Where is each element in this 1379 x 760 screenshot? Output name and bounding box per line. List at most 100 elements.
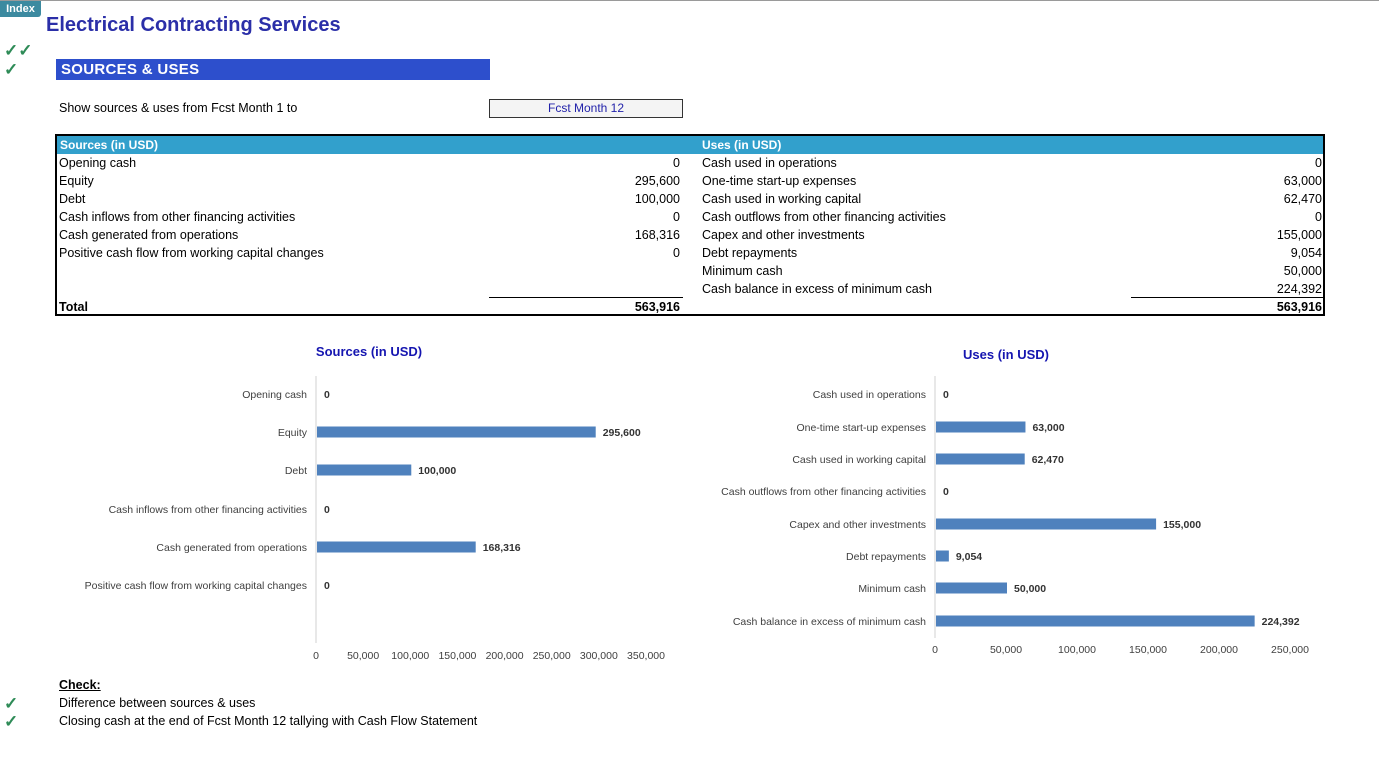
data-bar [317, 464, 412, 476]
use-label: Debt repayments [702, 246, 798, 260]
x-tick-label: 300,000 [580, 650, 618, 662]
category-label: Cash used in operations [813, 389, 926, 401]
data-bar [936, 453, 1025, 465]
double-check-icon: ✓✓ [4, 41, 33, 60]
data-label: 0 [324, 504, 330, 516]
x-tick-label: 150,000 [438, 650, 476, 662]
use-label: Cash outflows from other financing activ… [702, 210, 946, 224]
sources-header: Sources (in USD) [60, 138, 159, 152]
data-label: 62,470 [1032, 454, 1064, 466]
data-bar [936, 615, 1255, 627]
use-label: Cash balance in excess of minimum cash [702, 282, 932, 296]
x-tick-label: 250,000 [533, 650, 571, 662]
data-label: 9,054 [956, 551, 982, 563]
page-title: Electrical Contracting Services [46, 14, 341, 36]
use-label: Cash used in working capital [702, 192, 862, 206]
use-value: 224,392 [1276, 282, 1322, 296]
category-label: Cash inflows from other financing activi… [109, 504, 307, 516]
x-tick-label: 0 [932, 644, 938, 656]
use-value: 50,000 [1283, 264, 1322, 278]
period-label: Show sources & uses from Fcst Month 1 to [59, 101, 298, 115]
uses-total: 563,916 [1276, 300, 1322, 314]
category-label: Cash used in working capital [792, 454, 926, 466]
source-value: 295,600 [634, 174, 680, 188]
index-tab-button[interactable]: Index [0, 1, 41, 17]
x-tick-label: 50,000 [990, 644, 1022, 656]
data-label: 0 [943, 486, 949, 498]
check-item-label: Closing cash at the end of Fcst Month 12… [59, 714, 478, 728]
x-tick-label: 200,000 [1200, 644, 1238, 656]
data-bar [936, 518, 1157, 530]
table-header-row [57, 136, 1323, 154]
data-label: 0 [943, 389, 949, 401]
data-bar [317, 426, 596, 438]
sources-total: 563,916 [634, 300, 680, 314]
use-value: 62,470 [1283, 192, 1322, 206]
category-label: One-time start-up expenses [796, 422, 926, 434]
source-value: 0 [673, 246, 680, 260]
source-label: Debt [59, 192, 86, 206]
x-tick-label: 0 [313, 650, 319, 662]
source-value: 0 [673, 210, 680, 224]
category-label: Debt repayments [846, 551, 926, 563]
period-dropdown[interactable]: Fcst Month 12 [489, 99, 683, 118]
use-label: Cash used in operations [702, 156, 837, 170]
x-tick-label: 150,000 [1129, 644, 1167, 656]
x-tick-label: 350,000 [627, 650, 665, 662]
use-value: 63,000 [1283, 174, 1322, 188]
category-label: Positive cash flow from working capital … [85, 580, 307, 592]
data-label: 50,000 [1014, 583, 1046, 595]
category-label: Opening cash [242, 389, 307, 401]
total-label: Total [59, 300, 88, 314]
data-label: 224,392 [1262, 616, 1300, 628]
category-label: Cash outflows from other financing activ… [721, 486, 926, 498]
check-title: Check: [59, 678, 101, 692]
data-label: 100,000 [418, 465, 456, 477]
check-icon: ✓ [4, 694, 19, 713]
section-title: SOURCES & USES [56, 59, 490, 80]
sources-total-rule [489, 297, 683, 298]
category-label: Cash generated from operations [156, 542, 307, 554]
category-label: Equity [278, 427, 308, 439]
use-value: 0 [1315, 156, 1322, 170]
use-value: 9,054 [1290, 246, 1322, 260]
check-item-label: Difference between sources & uses [59, 696, 256, 710]
uses-total-rule [1131, 297, 1323, 298]
data-bar [936, 582, 1007, 594]
uses-bar-chart: Uses (in USD) Cash used in operations 0 One… [721, 347, 1309, 656]
chart-title: Uses (in USD) [963, 347, 1049, 362]
category-label: Capex and other investments [789, 519, 926, 531]
use-label: Minimum cash [702, 264, 783, 278]
x-tick-label: 50,000 [347, 650, 379, 662]
category-label: Debt [285, 465, 307, 477]
check-icon: ✓ [4, 60, 19, 79]
sources-uses-table [55, 134, 1325, 316]
category-label: Minimum cash [858, 583, 926, 595]
x-tick-label: 100,000 [1058, 644, 1096, 656]
x-tick-label: 250,000 [1271, 644, 1309, 656]
x-tick-label: 100,000 [391, 650, 429, 662]
data-bar [936, 421, 1026, 433]
source-label: Opening cash [59, 156, 137, 170]
chart-title: Sources (in USD) [316, 344, 422, 359]
source-value: 100,000 [634, 192, 680, 206]
data-label: 155,000 [1163, 519, 1201, 531]
data-label: 63,000 [1032, 422, 1064, 434]
uses-header: Uses (in USD) [702, 138, 782, 152]
data-label: 0 [324, 389, 330, 401]
data-bar [317, 541, 476, 553]
x-tick-label: 200,000 [486, 650, 524, 662]
category-label: Cash balance in excess of minimum cash [733, 616, 926, 628]
data-bar [936, 550, 949, 562]
data-label: 168,316 [483, 542, 521, 554]
use-label: Capex and other investments [702, 228, 865, 242]
source-value: 0 [673, 156, 680, 170]
data-label: 295,600 [603, 427, 641, 439]
use-value: 0 [1315, 210, 1322, 224]
check-icon: ✓ [4, 712, 19, 731]
data-label: 0 [324, 580, 330, 592]
source-label: Equity [59, 174, 94, 188]
source-value: 168,316 [634, 228, 680, 242]
source-label: Cash generated from operations [59, 228, 239, 242]
top-border [0, 0, 1379, 1]
